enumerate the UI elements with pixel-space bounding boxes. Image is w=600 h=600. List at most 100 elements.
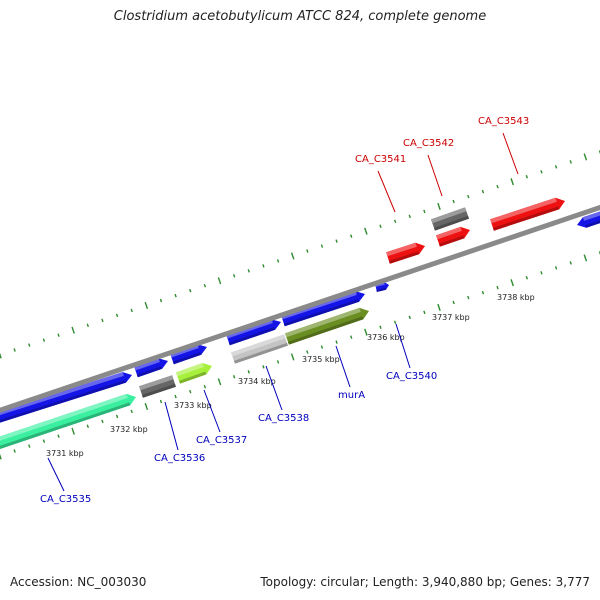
scale-tick: [481, 290, 485, 295]
map-title: Clostridium acetobutylicum ATCC 824, com…: [113, 9, 487, 24]
gene-label[interactable]: CA_C3536: [154, 453, 205, 464]
scale-tick: [306, 249, 309, 253]
gene-label[interactable]: CA_C3540: [386, 371, 437, 382]
scale-tick: [0, 352, 2, 359]
scale-tick: [130, 409, 133, 414]
outer-tick-ring: [0, 150, 600, 359]
scale-label: 3732 kbp: [110, 425, 148, 434]
gene-feature[interactable]: [0, 370, 134, 426]
scale-tick: [467, 295, 470, 300]
inner-tick-ring: [0, 251, 600, 460]
gene-feature[interactable]: [0, 391, 138, 452]
label-leader: [377, 170, 396, 213]
scale-tick: [144, 402, 149, 411]
scale-label: 3736 kbp: [367, 333, 405, 342]
scale-tick: [262, 365, 265, 369]
scale-tick: [174, 394, 177, 399]
scale-tick: [569, 160, 572, 164]
feature-tracks: [0, 195, 600, 452]
scale-label: 3731 kbp: [46, 449, 84, 458]
scale-tick: [130, 308, 133, 313]
scale-tick: [379, 325, 382, 330]
gene-label[interactable]: CA_C3538: [258, 413, 309, 424]
scale-tick: [423, 209, 426, 214]
scale-tick: [320, 244, 324, 248]
scale-tick: [583, 254, 588, 262]
gene-feature[interactable]: [231, 334, 288, 364]
scale-tick: [540, 271, 543, 275]
scale-tick: [379, 224, 382, 229]
scale-tick: [232, 274, 236, 278]
scale-tick: [217, 277, 222, 285]
gene-label[interactable]: CA_C3535: [40, 494, 91, 505]
scale-tick: [335, 239, 338, 243]
scale-tick: [217, 378, 222, 386]
gene-feature[interactable]: [139, 375, 176, 398]
gene-label[interactable]: murA: [338, 390, 365, 401]
gene-feature[interactable]: [176, 360, 214, 384]
scale-tick: [159, 399, 163, 404]
scale-tick: [203, 384, 207, 389]
scale-tick: [408, 315, 411, 320]
scale-tick: [115, 414, 119, 419]
scale-tick: [525, 276, 529, 280]
label-leader: [427, 154, 443, 197]
scale-tick: [71, 427, 75, 435]
scale-tick: [393, 219, 397, 224]
scale-tick: [554, 165, 558, 169]
scale-tick: [0, 453, 2, 460]
scale-tick: [247, 269, 250, 273]
label-leader: [164, 401, 179, 451]
scale-tick: [290, 252, 295, 260]
scale-tick: [174, 293, 177, 298]
label-leader: [265, 365, 283, 411]
scale-tick: [510, 279, 514, 287]
scale-tick: [481, 189, 485, 194]
scale-tick: [467, 194, 470, 199]
gene-feature[interactable]: [285, 305, 371, 345]
gene-label[interactable]: CA_C3542: [403, 138, 454, 149]
label-leader: [335, 345, 351, 388]
scale-tick: [350, 335, 353, 339]
scale-tick: [276, 259, 280, 263]
scale-tick: [28, 444, 31, 448]
gene-feature[interactable]: [436, 224, 472, 247]
scale-tick: [57, 434, 60, 438]
scale-tick: [101, 419, 104, 424]
scale-tick: [452, 300, 455, 305]
scale-label: 3735 kbp: [302, 355, 340, 364]
scale-tick: [306, 350, 309, 354]
gene-feature[interactable]: [490, 195, 567, 231]
scale-tick: [144, 301, 149, 310]
scale-tick: [189, 389, 192, 394]
gene-feature[interactable]: [386, 240, 427, 264]
scale-label: 3733 kbp: [174, 401, 212, 410]
scale-tick: [496, 285, 499, 290]
gene-label[interactable]: CA_C3537: [196, 435, 247, 446]
scale-tick: [159, 298, 163, 303]
gene-feature[interactable]: [431, 207, 469, 231]
gene-feature[interactable]: [575, 208, 600, 230]
scale-tick: [189, 288, 192, 293]
accession-text: Accession: NC_003030: [10, 575, 147, 589]
scale-tick: [86, 323, 89, 328]
scale-tick: [452, 199, 455, 204]
gene-label[interactable]: CA_C3541: [355, 154, 406, 165]
scale-tick: [247, 370, 250, 374]
label-leader: [502, 132, 519, 175]
gene-label[interactable]: CA_C3543: [478, 116, 529, 127]
label-layer: 3731 kbp 3732 kbp 3733 kbp 3734 kbp 3735 kbp…: [40, 116, 535, 505]
scale-tick: [423, 310, 426, 315]
scale-tick: [86, 424, 89, 429]
scale-label: 3737 kbp: [432, 313, 470, 322]
scale-label: 3738 kbp: [497, 293, 535, 302]
scale-tick: [42, 439, 46, 443]
scale-tick: [525, 175, 529, 179]
scale-tick: [115, 313, 119, 318]
genome-stats-text: Topology: circular; Length: 3,940,880 bp…: [260, 575, 590, 589]
gene-feature[interactable]: [134, 356, 170, 378]
label-leader: [395, 323, 411, 369]
scale-tick: [262, 264, 265, 268]
scale-tick: [203, 283, 207, 288]
